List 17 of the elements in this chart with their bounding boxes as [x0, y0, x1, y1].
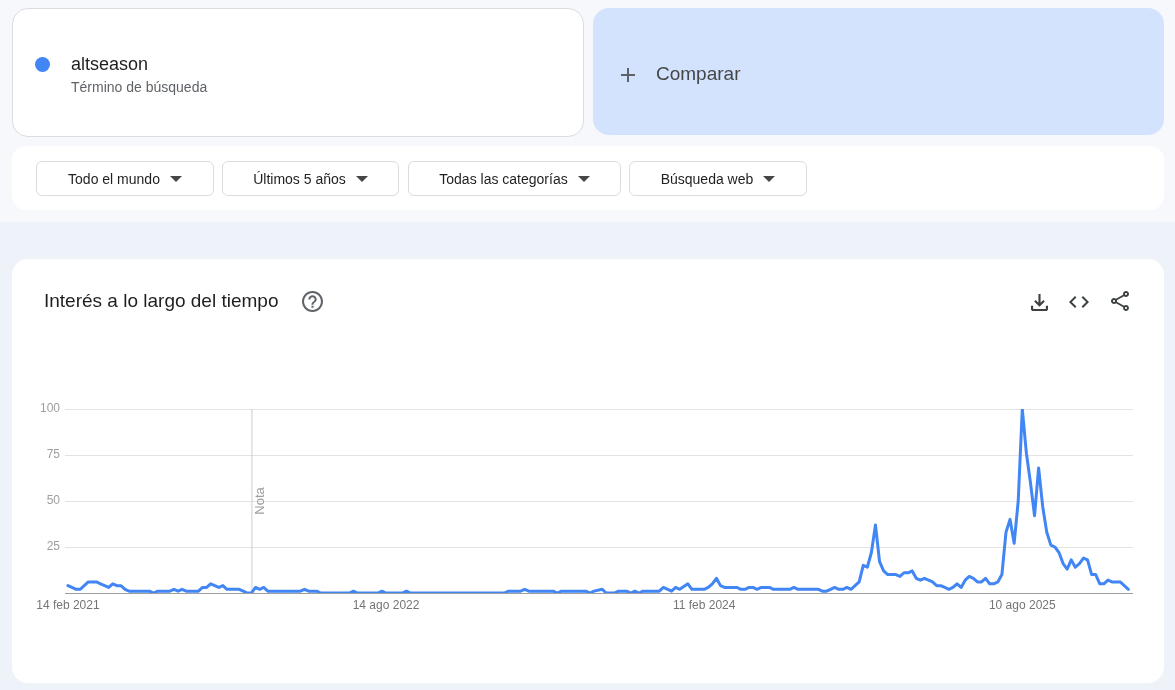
text: Término de búsqueda [71, 79, 208, 95]
x-tick-label: 14 feb 2021 [36, 597, 100, 612]
x-tick-label: 14 ago 2022 [352, 597, 420, 612]
dropdown-button: Todo el mundo [36, 161, 214, 196]
ref-line-label: Nota [252, 486, 268, 515]
y-tick-label: 25 [46, 539, 61, 554]
y-tick-label: 100 [39, 401, 61, 416]
y-tick-label: 75 [46, 447, 61, 462]
dropdown-button: Todas las categorías [408, 161, 621, 196]
chart-title: Interés a lo largo del tiempo [44, 290, 279, 312]
x-tick-label: 10 ago 2025 [988, 597, 1056, 612]
y-tick-label: 50 [46, 493, 61, 508]
dropdown-button: Últimos 5 años [222, 161, 399, 196]
dropdown-button: Búsqueda web [629, 161, 807, 196]
text: Comparar [656, 63, 741, 85]
legend-label: altseason [71, 53, 149, 76]
x-tick-label: 11 feb 2024 [672, 597, 736, 612]
